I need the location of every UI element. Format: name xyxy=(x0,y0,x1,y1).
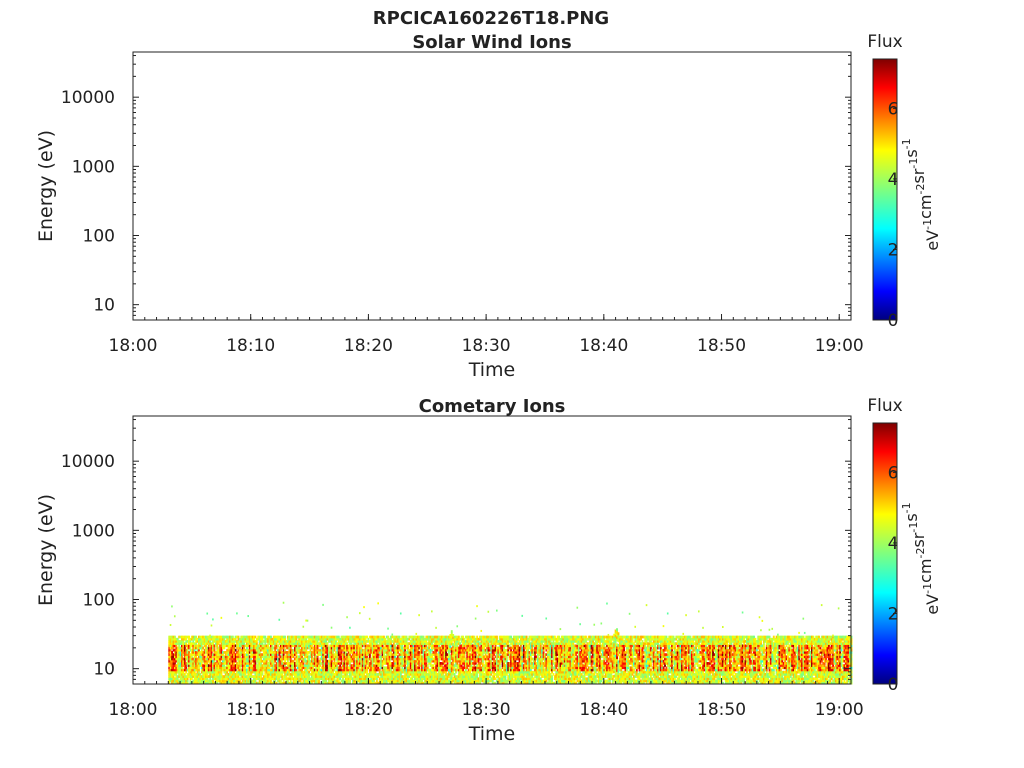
y-tick-label: 100 xyxy=(83,590,115,610)
colorbar-tick-label: 6 xyxy=(888,463,899,483)
x-tick-label: 18:20 xyxy=(344,700,393,720)
heatmap-cells xyxy=(168,601,853,685)
y-tick-label: 1000 xyxy=(72,157,115,177)
y-tick-label: 1000 xyxy=(72,521,115,541)
panel-title: Solar Wind Ions xyxy=(412,32,571,53)
colorbar xyxy=(872,422,898,685)
x-axis-label: Time xyxy=(468,723,516,745)
x-tick-label: 19:00 xyxy=(815,700,864,720)
x-tick-label: 18:30 xyxy=(462,700,511,720)
x-tick-label: 18:00 xyxy=(109,700,158,720)
plot-frame xyxy=(132,415,852,685)
x-tick-label: 19:00 xyxy=(815,336,864,356)
colorbar-title: Flux xyxy=(867,396,902,416)
x-axis-label: Time xyxy=(468,359,516,381)
x-tick-label: 18:10 xyxy=(226,700,275,720)
x-tick-label: 18:10 xyxy=(226,336,275,356)
colorbar-tick-label: 0 xyxy=(888,311,899,331)
colorbar-title: Flux xyxy=(867,32,902,52)
colorbar-tick-label: 0 xyxy=(888,675,899,695)
panel-2: Cometary Ions 18:00 18:10 18:20 18:30 18:40 18… xyxy=(35,396,942,745)
panel-title: Cometary Ions xyxy=(419,396,566,417)
x-tick-label: 18:50 xyxy=(697,700,746,720)
y-axis-label: Energy (eV) xyxy=(35,494,57,606)
colorbar-tick-label: 6 xyxy=(888,99,899,119)
panel-1: Solar Wind Ions 18:00 18:10 18:20 18:30 18:40… xyxy=(35,32,942,381)
colorbar xyxy=(872,58,898,321)
y-tick-label: 10000 xyxy=(61,88,115,108)
colorbar-tick-label: 2 xyxy=(888,240,899,260)
colorbar-tick-label: 4 xyxy=(888,170,899,190)
x-tick-label: 18:50 xyxy=(697,336,746,356)
y-tick-label: 10000 xyxy=(61,452,115,472)
y-tick-label: 10 xyxy=(93,296,115,316)
x-tick-label: 18:40 xyxy=(579,700,628,720)
colorbar-unit-label: eV-1cm-2sr-1s-1 xyxy=(900,138,942,250)
x-tick-label: 18:30 xyxy=(462,336,511,356)
x-tick-label: 18:20 xyxy=(344,336,393,356)
colorbar-tick-label: 2 xyxy=(888,604,899,624)
y-axis-label: Energy (eV) xyxy=(35,130,57,242)
x-tick-label: 18:00 xyxy=(109,336,158,356)
figure-title: RPCICA160226T18.PNG xyxy=(373,8,609,29)
colorbar-unit-label: eV-1cm-2sr-1s-1 xyxy=(900,502,942,614)
colorbar-tick-label: 4 xyxy=(888,534,899,554)
plot-frame xyxy=(132,51,852,321)
x-tick-label: 18:40 xyxy=(579,336,628,356)
y-tick-label: 100 xyxy=(83,226,115,246)
y-tick-label: 10 xyxy=(93,660,115,680)
